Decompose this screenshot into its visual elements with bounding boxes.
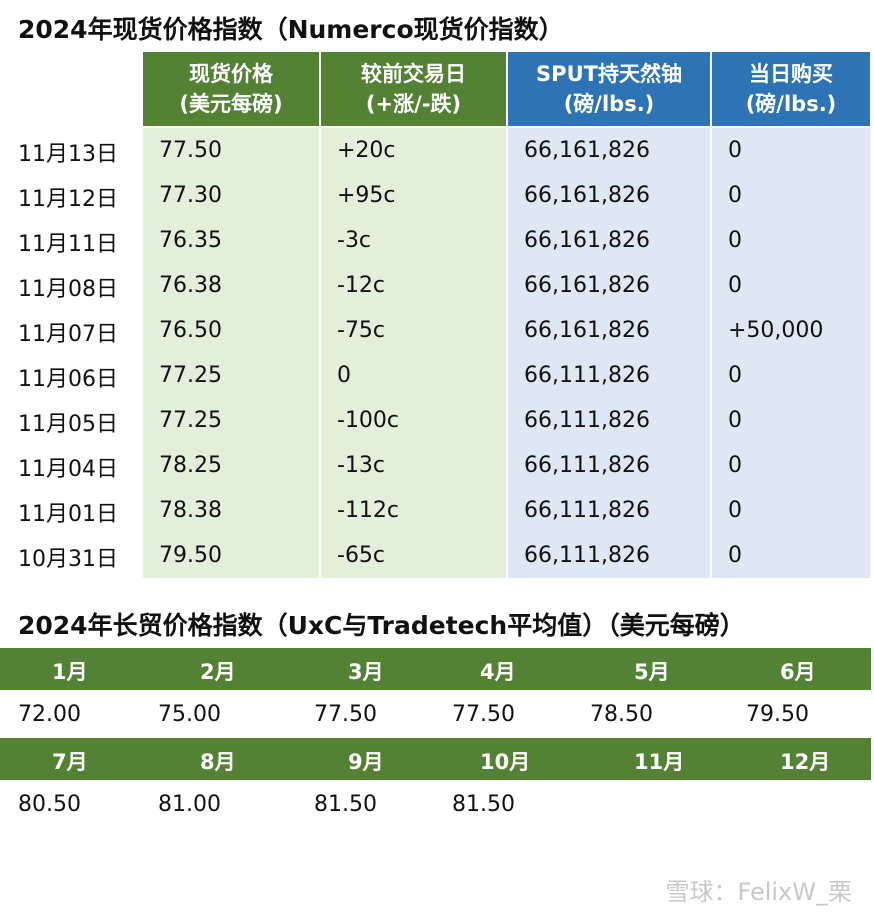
cell-price: 78.38 xyxy=(143,488,319,533)
month-value: 79.50 xyxy=(746,702,809,727)
cell-holdings: 66,161,826 xyxy=(508,308,710,353)
longterm-price-title: 2024年长贸价格指数（UxC与Tradetech平均值）（美元每磅） xyxy=(18,611,745,640)
month-label: 5月 xyxy=(634,660,670,684)
cell-price: 77.25 xyxy=(143,398,319,443)
month-label: 10月 xyxy=(480,750,531,774)
month-header-bar-1 xyxy=(0,648,871,690)
cell-bought: 0 xyxy=(712,173,870,218)
cell-bought: 0 xyxy=(712,218,870,263)
month-value: 81.00 xyxy=(158,792,221,817)
row-date: 10月31日 xyxy=(18,547,118,572)
header-change: 较前交易日 (+涨/-跌) xyxy=(321,52,506,126)
row-date: 11月01日 xyxy=(18,502,118,527)
cell-holdings: 66,161,826 xyxy=(508,128,710,173)
month-label: 9月 xyxy=(348,750,384,774)
cell-bought: +50,000 xyxy=(712,308,870,353)
cell-price: 76.38 xyxy=(143,263,319,308)
cell-change: 0 xyxy=(321,353,506,398)
cell-holdings: 66,111,826 xyxy=(508,488,710,533)
cell-price: 78.25 xyxy=(143,443,319,488)
cell-change: +95c xyxy=(321,173,506,218)
month-label: 7月 xyxy=(52,750,88,774)
spot-price-title: 2024年现货价格指数（Numerco现货价指数） xyxy=(18,15,564,44)
cell-price: 76.35 xyxy=(143,218,319,263)
row-date: 11月13日 xyxy=(18,142,118,167)
header-change-line2: (+涨/-跌) xyxy=(365,92,462,116)
header-daily-purchase-line1: 当日购买 xyxy=(749,62,833,86)
month-label: 6月 xyxy=(780,660,816,684)
cell-change: -65c xyxy=(321,533,506,578)
header-sput-holdings-line2: (磅/lbs.) xyxy=(563,92,655,116)
month-value: 72.00 xyxy=(18,702,81,727)
cell-price: 77.25 xyxy=(143,353,319,398)
header-sput-holdings: SPUT持天然铀 (磅/lbs.) xyxy=(508,52,710,126)
month-label: 4月 xyxy=(480,660,516,684)
cell-change: +20c xyxy=(321,128,506,173)
cell-change: -100c xyxy=(321,398,506,443)
month-label: 8月 xyxy=(200,750,236,774)
cell-price: 77.50 xyxy=(143,128,319,173)
cell-change: -3c xyxy=(321,218,506,263)
month-value: 77.50 xyxy=(314,702,377,727)
cell-holdings: 66,161,826 xyxy=(508,173,710,218)
row-date: 11月05日 xyxy=(18,412,118,437)
cell-holdings: 66,111,826 xyxy=(508,443,710,488)
header-daily-purchase: 当日购买 (磅/lbs.) xyxy=(712,52,870,126)
cell-bought: 0 xyxy=(712,533,870,578)
row-date: 11月04日 xyxy=(18,457,118,482)
cell-price: 79.50 xyxy=(143,533,319,578)
cell-change: -13c xyxy=(321,443,506,488)
month-value: 77.50 xyxy=(452,702,515,727)
header-spot-price-line2: (美元每磅) xyxy=(179,92,283,116)
cell-change: -112c xyxy=(321,488,506,533)
month-value: 81.50 xyxy=(314,792,377,817)
month-label: 2月 xyxy=(200,660,236,684)
cell-bought: 0 xyxy=(712,263,870,308)
row-date: 11月11日 xyxy=(18,232,118,257)
month-label: 11月 xyxy=(634,750,685,774)
cell-holdings: 66,161,826 xyxy=(508,218,710,263)
cell-bought: 0 xyxy=(712,443,870,488)
header-change-line1: 较前交易日 xyxy=(361,62,466,86)
cell-holdings: 66,161,826 xyxy=(508,263,710,308)
header-sput-holdings-line1: SPUT持天然铀 xyxy=(536,62,682,86)
header-spot-price-line1: 现货价格 xyxy=(189,62,273,86)
month-value: 78.50 xyxy=(590,702,653,727)
cell-holdings: 66,111,826 xyxy=(508,533,710,578)
cell-bought: 0 xyxy=(712,488,870,533)
row-date: 11月07日 xyxy=(18,322,118,347)
month-value: 81.50 xyxy=(452,792,515,817)
header-daily-purchase-line2: (磅/lbs.) xyxy=(745,92,837,116)
row-date: 11月12日 xyxy=(18,187,118,212)
month-value: 75.00 xyxy=(158,702,221,727)
month-header-bar-2 xyxy=(0,738,871,780)
cell-bought: 0 xyxy=(712,353,870,398)
row-date: 11月06日 xyxy=(18,367,118,392)
cell-holdings: 66,111,826 xyxy=(508,398,710,443)
row-date: 11月08日 xyxy=(18,277,118,302)
month-label: 1月 xyxy=(52,660,88,684)
cell-bought: 0 xyxy=(712,128,870,173)
month-value: 80.50 xyxy=(18,792,81,817)
watermark: 雪球：FelixW_栗 xyxy=(665,878,852,906)
cell-change: -75c xyxy=(321,308,506,353)
cell-price: 77.30 xyxy=(143,173,319,218)
cell-bought: 0 xyxy=(712,398,870,443)
cell-change: -12c xyxy=(321,263,506,308)
month-label: 3月 xyxy=(348,660,384,684)
cell-holdings: 66,111,826 xyxy=(508,353,710,398)
cell-price: 76.50 xyxy=(143,308,319,353)
header-spot-price: 现货价格 (美元每磅) xyxy=(143,52,319,126)
month-label: 12月 xyxy=(780,750,831,774)
